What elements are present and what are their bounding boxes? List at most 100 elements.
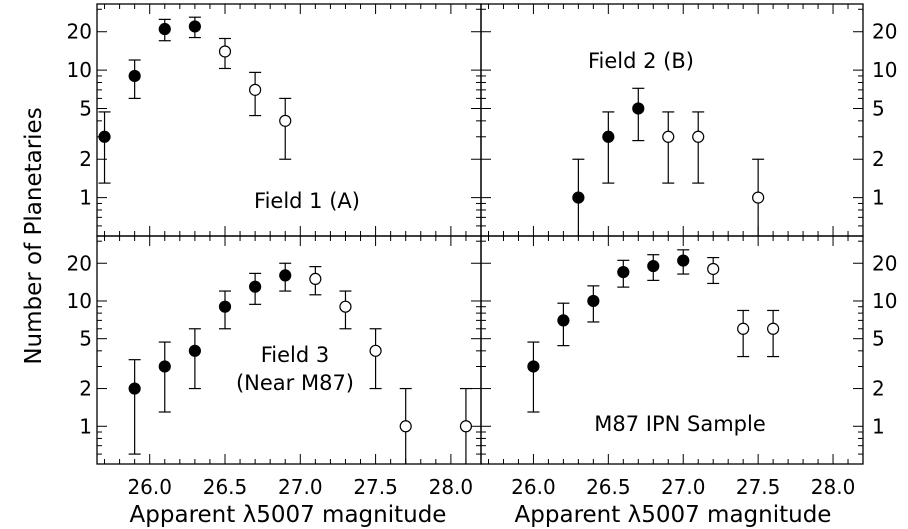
panel-annotation: Field 2 (B) <box>588 49 694 73</box>
open-marker <box>767 322 780 335</box>
data-point <box>617 259 630 288</box>
data-point <box>587 285 600 323</box>
data-point <box>98 111 111 184</box>
filled-marker <box>98 130 111 143</box>
data-point <box>602 111 615 184</box>
y-tick-label: 1 <box>79 414 92 438</box>
y-tick-label: 20 <box>67 20 92 44</box>
data-point <box>632 87 645 142</box>
data-point <box>249 272 262 305</box>
panel-top-left: 20 10 5 2 1 Field 1 (A) <box>67 3 482 237</box>
data-point <box>218 37 232 70</box>
panels-layer: 20 10 5 2 1 Field 1 (A) 20 10 5 2 1 Field 2 (B) 26.0… <box>67 3 897 499</box>
panel-annotation: (Near M87) <box>236 371 354 395</box>
panel-bottom-left: 26.0 26.5 27.0 27.5 28.0 20 10 5 2 1 Field 3 (Near … <box>67 235 482 499</box>
filled-marker <box>188 344 201 357</box>
data-point <box>158 18 171 42</box>
data-point <box>249 71 262 117</box>
data-point <box>128 359 141 455</box>
data-point <box>218 290 232 330</box>
y-tick-label: 20 <box>872 251 897 275</box>
y-tick-label: 1 <box>872 414 885 438</box>
x-tick-label: 27.5 <box>736 475 781 499</box>
panel-bottom-right: 26.0 26.5 27.0 27.5 28.0 20 10 5 2 1 M87 IPN Sampl… <box>480 235 897 499</box>
x-tick-label: 28.0 <box>429 475 474 499</box>
filled-marker <box>527 360 540 373</box>
x-tick-label: 27.5 <box>353 475 398 499</box>
x-tick-label: 28.0 <box>811 475 856 499</box>
filled-marker <box>249 280 262 293</box>
filled-marker <box>557 314 570 327</box>
filled-marker <box>602 130 615 143</box>
data-point <box>767 309 780 358</box>
panel-frame <box>480 3 864 237</box>
open-marker <box>399 420 412 433</box>
open-marker <box>249 83 262 96</box>
filled-marker <box>587 294 600 308</box>
x-tick-label: 26.0 <box>511 475 556 499</box>
x-axis-label-left: Apparent λ5007 magnitude <box>130 502 447 528</box>
y-axis-label: Number of Planetaries <box>21 107 47 364</box>
panel-annotation: M87 IPN Sample <box>594 412 766 436</box>
y-tick-label: 2 <box>79 377 92 401</box>
open-marker <box>309 272 322 286</box>
data-point <box>527 341 540 413</box>
y-tick-label: 5 <box>872 96 885 120</box>
open-marker <box>339 300 352 313</box>
y-tick-label: 1 <box>872 186 885 210</box>
filled-marker <box>128 382 141 395</box>
data-point <box>279 262 292 292</box>
panel-frame <box>480 235 864 465</box>
filled-marker <box>188 20 201 33</box>
data-point <box>557 302 570 347</box>
data-point <box>188 16 201 39</box>
filled-marker <box>677 254 690 267</box>
data-point <box>188 328 201 390</box>
y-tick-label: 20 <box>67 251 92 275</box>
x-tick-label: 26.0 <box>127 475 172 499</box>
x-tick-label: 27.0 <box>278 475 323 499</box>
data-point <box>752 158 765 236</box>
data-point <box>459 387 473 464</box>
y-tick-label: 2 <box>79 147 92 171</box>
open-marker <box>752 191 765 204</box>
panel-top-right: 20 10 5 2 1 Field 2 (B) <box>480 3 897 237</box>
data-point <box>692 111 705 184</box>
data-point <box>399 387 412 464</box>
data-point <box>369 328 382 390</box>
x-tick-label: 27.0 <box>661 475 706 499</box>
data-point <box>128 59 141 99</box>
data-point <box>279 97 292 160</box>
data-point <box>158 341 171 413</box>
open-marker <box>369 344 382 357</box>
open-marker <box>692 130 705 143</box>
open-marker <box>459 420 473 433</box>
data-point <box>677 249 690 275</box>
data-point <box>339 290 352 330</box>
open-marker <box>218 45 232 58</box>
open-marker <box>662 130 675 143</box>
open-marker <box>707 262 720 276</box>
panel-annotation: Field 3 <box>261 343 330 367</box>
panel-annotation: Field 1 (A) <box>254 189 360 213</box>
filled-marker <box>158 360 171 373</box>
data-point <box>572 158 585 236</box>
y-tick-label: 2 <box>872 147 885 171</box>
filled-marker <box>572 191 585 204</box>
y-tick-label: 5 <box>79 96 92 120</box>
y-tick-label: 5 <box>79 327 92 351</box>
y-tick-label: 5 <box>872 327 885 351</box>
open-marker <box>279 114 292 127</box>
x-axis-label-right: Apparent λ5007 magnitude <box>515 502 832 528</box>
x-tick-label: 26.5 <box>586 475 631 499</box>
filled-marker <box>279 269 292 282</box>
data-point <box>309 266 322 296</box>
filled-marker <box>617 265 630 279</box>
x-tick-label: 26.5 <box>203 475 248 499</box>
y-tick-label: 1 <box>79 186 92 210</box>
filled-marker <box>158 22 171 36</box>
y-tick-label: 10 <box>872 289 897 313</box>
open-marker <box>737 322 750 335</box>
filled-marker <box>647 259 660 273</box>
